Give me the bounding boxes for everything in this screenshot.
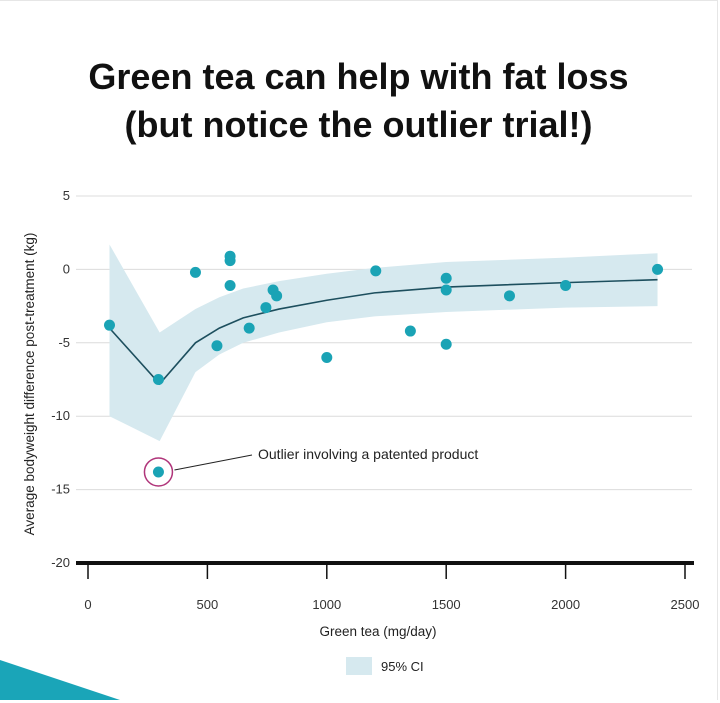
x-tick-label: 0 xyxy=(84,597,91,612)
data-point xyxy=(224,280,236,292)
x-tick-label: 1500 xyxy=(432,597,461,612)
x-axis-title: Green tea (mg/day) xyxy=(319,624,436,639)
data-point xyxy=(370,265,382,277)
y-tick-label: -15 xyxy=(51,482,70,497)
outlier-ring xyxy=(143,457,174,487)
x-tick-label: 500 xyxy=(197,597,219,612)
data-point xyxy=(560,280,572,292)
outlier-annotation: Outlier involving a patented product xyxy=(258,446,478,462)
y-tick-label: -20 xyxy=(51,555,70,570)
data-point xyxy=(404,325,416,337)
outlier-point xyxy=(152,466,164,478)
data-point xyxy=(189,266,201,278)
data-point xyxy=(103,319,115,331)
data-point xyxy=(211,340,223,352)
data-point xyxy=(243,322,255,334)
legend-label: 95% CI xyxy=(381,659,424,674)
fit-line xyxy=(108,278,658,386)
x-tick-label: 2000 xyxy=(551,597,580,612)
x-tick-label: 2500 xyxy=(671,597,700,612)
data-point xyxy=(260,302,272,314)
data-point xyxy=(503,290,515,302)
chart-title-line-2: (but notice the outlier trial!) xyxy=(124,104,593,145)
data-point xyxy=(321,351,333,363)
outlier-leader-line xyxy=(174,454,253,471)
y-tick-label: 0 xyxy=(63,261,70,276)
legend: 95% CI xyxy=(346,657,424,675)
data-point xyxy=(440,284,452,296)
y-tick-label: -5 xyxy=(58,335,70,350)
outlier-group: Outlier involving a patented product xyxy=(143,446,478,487)
ci-band xyxy=(109,244,658,442)
axes: 5 0 -5 -10 -15 -20 0 500 1000 1500 2000 2500 Green t… xyxy=(22,188,699,639)
y-axis-title: Average bodyweight difference post-treat… xyxy=(22,233,37,536)
legend-swatch xyxy=(346,657,372,675)
data-points xyxy=(103,250,664,385)
data-point xyxy=(440,272,452,284)
brand-corner-shape xyxy=(0,660,120,700)
data-point xyxy=(271,290,283,302)
y-tick-label: 5 xyxy=(63,188,70,203)
chart-title-line-1: Green tea can help with fat loss xyxy=(88,56,629,97)
x-tick-label: 1000 xyxy=(312,597,341,612)
y-tick-label: -10 xyxy=(51,408,70,423)
data-point xyxy=(152,374,164,385)
data-point xyxy=(652,263,664,275)
data-point xyxy=(224,255,236,267)
data-point xyxy=(440,338,452,350)
chart-title: Green tea can help with fat loss (but no… xyxy=(0,53,717,149)
